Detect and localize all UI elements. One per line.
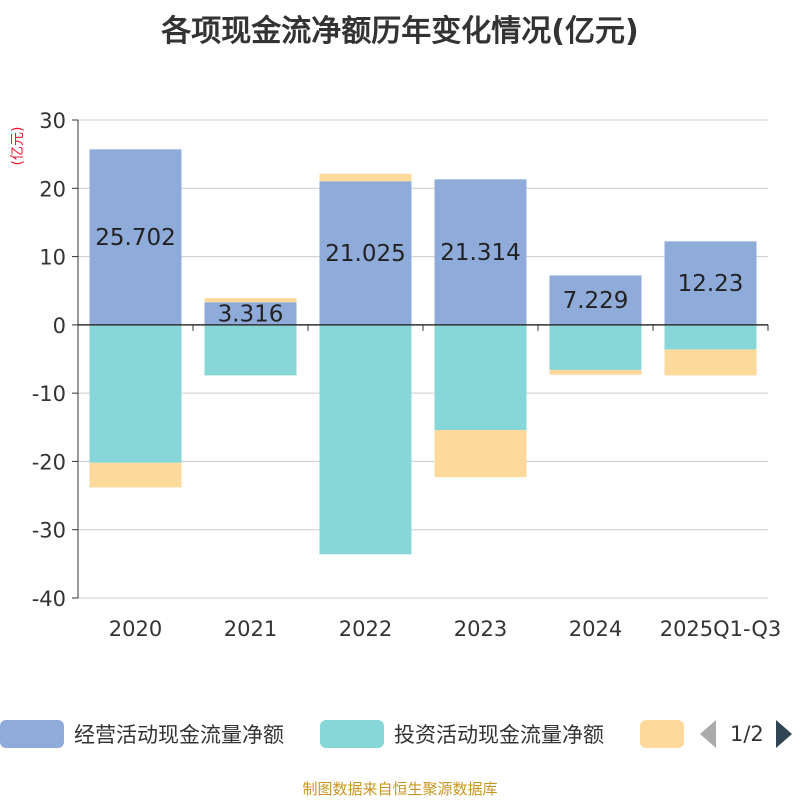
y-tick-label: -40: [32, 587, 66, 611]
legend-item-investing[interactable]: 投资活动现金流量净额: [320, 720, 604, 748]
x-tick-label: 2023: [454, 617, 507, 641]
data-label: 21.025: [325, 241, 405, 267]
y-tick-label: 20: [39, 177, 66, 201]
y-tick-label: -20: [32, 450, 66, 474]
legend: 经营活动现金流量净额 投资活动现金流量净额 1/2: [0, 712, 800, 756]
bar-1-2020: [89, 324, 182, 463]
y-tick-label: 10: [39, 246, 66, 270]
legend-next-icon[interactable]: [775, 720, 792, 748]
bar-0-2023: [434, 179, 527, 325]
legend-item-operating[interactable]: 经营活动现金流量净额: [0, 720, 284, 748]
bar-2-2023: [434, 430, 527, 478]
bar-1-2025Q1-Q3: [664, 324, 757, 350]
legend-swatch-investing: [320, 720, 384, 748]
bar-1-2021: [204, 324, 297, 376]
data-label: 25.702: [95, 225, 175, 251]
data-label: 12.23: [678, 271, 744, 297]
x-tick-label: 2024: [569, 617, 622, 641]
y-tick-label: -10: [32, 382, 66, 406]
chart-title: 各项现金流净额历年变化情况(亿元): [161, 14, 639, 49]
chart: 30 20 10 0 -10 -20 -30 -40 (亿元) 2020 2021 2022 2023 2…: [10, 109, 782, 641]
data-label: 21.314: [440, 240, 520, 266]
x-tick-label: 2025Q1-Q3: [660, 617, 782, 641]
y-tick-label: 0: [53, 314, 66, 338]
bar-2-2022: [319, 173, 412, 182]
data-label: 7.229: [563, 288, 629, 314]
legend-label-investing: 投资活动现金流量净额: [394, 723, 604, 747]
bar-0-2020: [89, 149, 182, 325]
bar-2-2021: [204, 298, 297, 303]
legend-pager: 1/2: [700, 718, 792, 750]
legend-item-financing[interactable]: [640, 720, 694, 748]
bar-0-2024: [549, 275, 642, 325]
bar-1-2023: [434, 324, 527, 431]
data-label: 3.316: [218, 302, 284, 328]
bar-0-2022: [319, 181, 412, 325]
x-tick-label: 2020: [109, 617, 162, 641]
y-axis-title: (亿元): [10, 127, 26, 166]
bar-2-2024: [549, 369, 642, 375]
source-note: 制图数据来自恒生聚源数据库: [302, 780, 498, 798]
legend-swatch-operating: [0, 720, 64, 748]
x-tick-label: 2021: [224, 617, 277, 641]
legend-label-operating: 经营活动现金流量净额: [74, 723, 284, 747]
bar-0-2025Q1-Q3: [664, 241, 757, 325]
bar-2-2020: [89, 462, 182, 488]
bar-0-2021: [204, 302, 297, 325]
legend-prev-icon[interactable]: [700, 720, 716, 748]
y-tick-label: -30: [32, 519, 66, 543]
legend-page-indicator: 1/2: [730, 722, 764, 746]
bar-1-2022: [319, 324, 412, 555]
bar-1-2024: [549, 324, 642, 370]
legend-swatch-financing: [640, 720, 684, 748]
x-tick-label: 2022: [339, 617, 392, 641]
y-tick-label: 30: [39, 109, 66, 133]
bar-2-2025Q1-Q3: [664, 349, 757, 376]
